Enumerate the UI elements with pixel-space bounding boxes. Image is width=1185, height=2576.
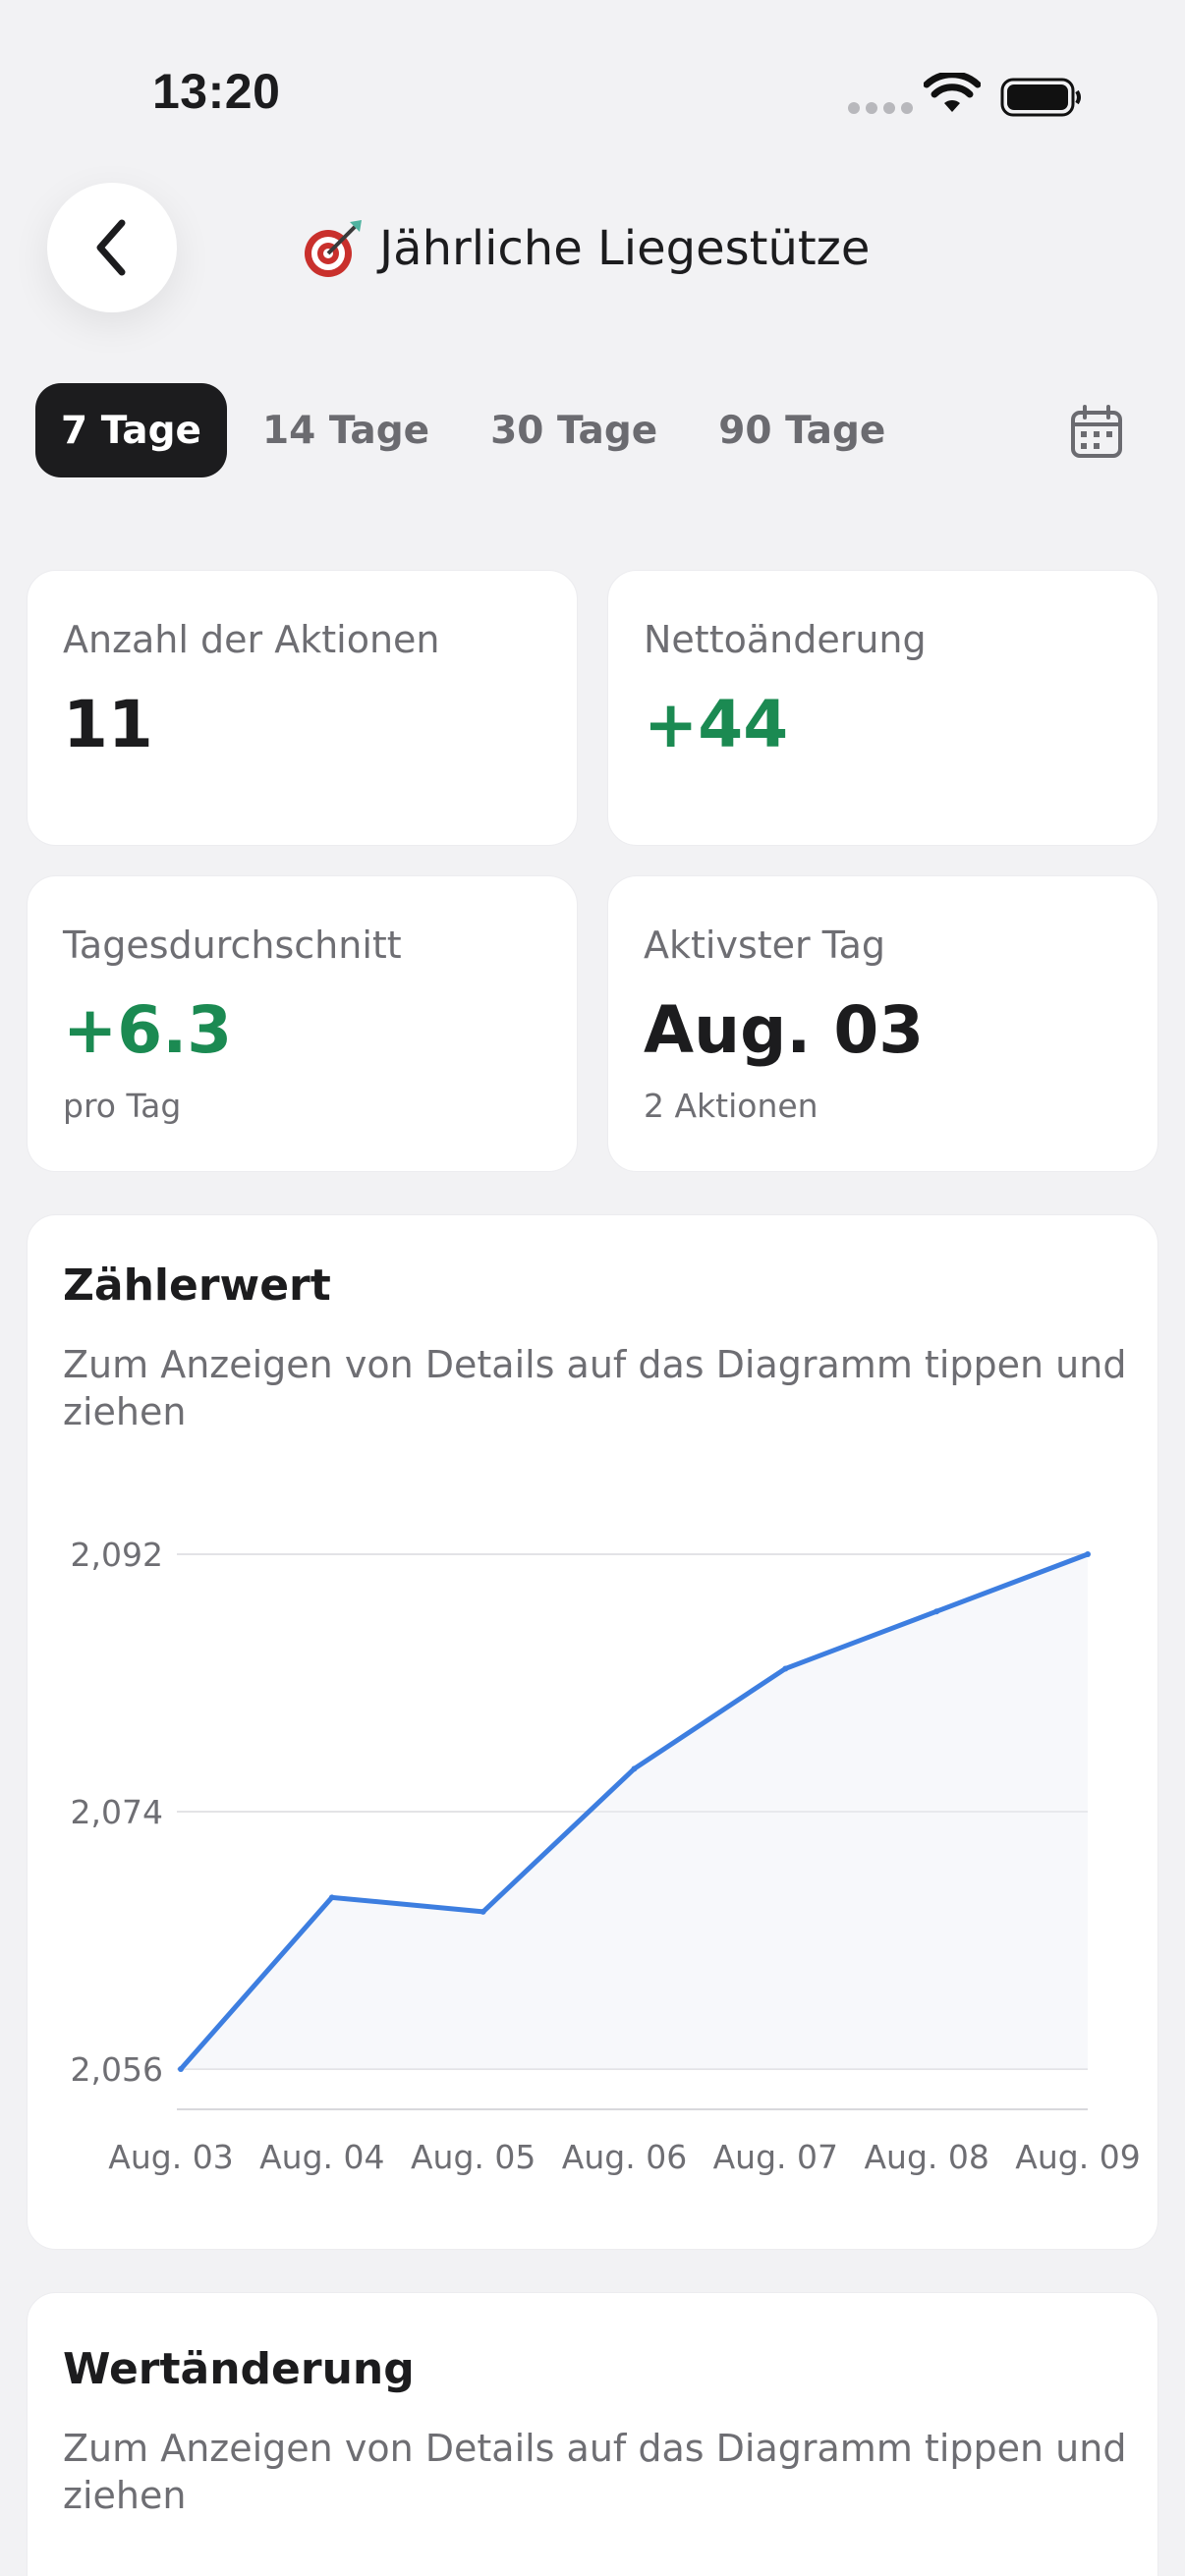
stat-card-most-active-day: Aktivster Tag Aug. 03 2 Aktionen [607, 875, 1158, 1172]
battery-icon [1000, 78, 1081, 117]
chart-subtitle: Zum Anzeigen von Details auf das Diagram… [63, 2427, 1127, 2517]
wifi-icon [924, 73, 981, 112]
chevron-left-icon [96, 219, 126, 276]
chart-subtitle: Zum Anzeigen von Details auf das Diagram… [63, 1343, 1127, 1433]
stat-label: Tagesdurchschnitt [63, 924, 402, 967]
stat-card-net-change: Nettoänderung +44 [607, 570, 1158, 846]
stat-sub: 2 Aktionen [644, 1087, 818, 1125]
stat-label: Anzahl der Aktionen [63, 618, 440, 661]
y-tick-label: 2,092 [71, 1536, 163, 1574]
page-title: Jährliche Liegestütze [301, 214, 870, 283]
back-button[interactable] [47, 183, 177, 312]
data-point [631, 1765, 638, 1772]
stat-value: +44 [644, 687, 789, 762]
x-tick-label: Aug. 06 [562, 2138, 687, 2176]
x-tick-label: Aug. 03 [108, 2138, 233, 2176]
stat-value: 11 [63, 687, 153, 762]
tab-14-days[interactable]: 14 Tage [261, 408, 430, 453]
range-tabs: 7 Tage 14 Tage 30 Tage 90 Tage [35, 383, 921, 477]
stat-card-actions: Anzahl der Aktionen 11 [27, 570, 578, 846]
y-tick-label: 2,056 [71, 2050, 163, 2089]
stat-card-daily-average: Tagesdurchschnitt +6.3 pro Tag [27, 875, 578, 1172]
area-fill [181, 1554, 1088, 2069]
x-tick-label: Aug. 08 [864, 2138, 988, 2176]
status-time: 13:20 [152, 64, 281, 119]
counter-chart-card: Zählerwert Zum Anzeigen von Details auf … [27, 1214, 1158, 2250]
data-point [480, 1908, 486, 1915]
tab-90-days[interactable]: 90 Tage [718, 408, 886, 453]
stat-value: Aug. 03 [644, 992, 925, 1068]
data-point [933, 1608, 940, 1615]
tab-7-days[interactable]: 7 Tage [35, 383, 227, 477]
title-text: Jährliche Liegestütze [379, 221, 871, 276]
calendar-button[interactable] [1057, 393, 1136, 472]
tab-30-days[interactable]: 30 Tage [490, 408, 658, 453]
data-point [328, 1894, 335, 1901]
stat-sub: pro Tag [63, 1087, 182, 1125]
stat-label: Aktivster Tag [644, 924, 886, 967]
cellular-signal-icon [848, 102, 913, 114]
target-icon [305, 220, 362, 277]
status-bar: 13:20 [0, 0, 1185, 147]
stat-value: +6.3 [63, 992, 233, 1068]
x-tick-label: Aug. 05 [411, 2138, 536, 2176]
data-point [1085, 1551, 1091, 1557]
chart-title: Wertänderung [63, 2344, 415, 2394]
data-point [178, 2066, 184, 2072]
data-point [782, 1665, 789, 1672]
stat-label: Nettoänderung [644, 618, 927, 661]
x-tick-label: Aug. 04 [259, 2138, 384, 2176]
counter-chart[interactable]: 2,092 2,074 2,056 Aug. 03 Aug. 04 Aug. 05 Aug.… [28, 1215, 1159, 2251]
chart-title: Zählerwert [63, 1260, 331, 1311]
calendar-icon [1071, 405, 1122, 458]
x-tick-label: Aug. 09 [1015, 2138, 1140, 2176]
x-tick-label: Aug. 07 [713, 2138, 838, 2176]
y-tick-label: 2,074 [71, 1793, 163, 1831]
change-chart-card: Wertänderung Zum Anzeigen von Details au… [27, 2292, 1158, 2576]
